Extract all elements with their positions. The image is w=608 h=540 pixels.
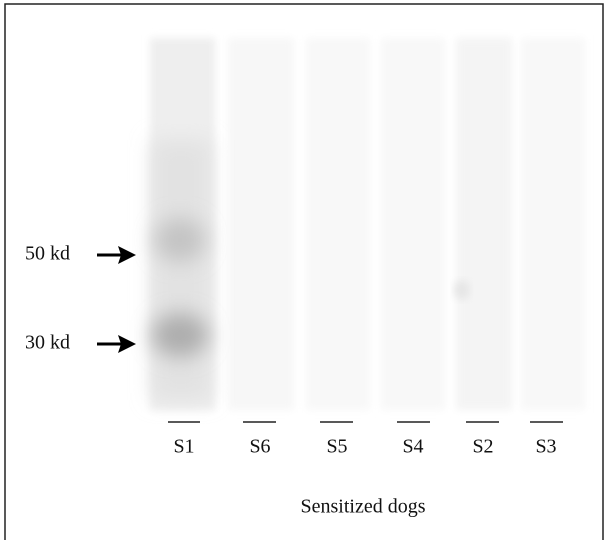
arrow-head	[118, 246, 136, 264]
frame	[4, 3, 604, 540]
lane-label: S6	[249, 436, 270, 458]
lane-background	[521, 38, 585, 410]
lane-background	[228, 38, 294, 410]
lane-label: S4	[402, 436, 423, 458]
marker-30: 30 kd	[25, 332, 136, 354]
lane-label: S3	[535, 436, 556, 458]
lane-background	[381, 38, 445, 410]
lane-label: S1	[173, 436, 194, 458]
lane-smear	[152, 140, 210, 400]
lane-background	[306, 38, 370, 410]
blot-lanes	[150, 38, 585, 410]
band	[152, 313, 208, 357]
lane-label: S2	[472, 436, 493, 458]
lane-background	[456, 38, 512, 410]
band	[155, 218, 205, 262]
marker-50: 50 kd	[25, 243, 136, 265]
marker-label: 30 kd	[25, 332, 70, 354]
marker-label: 50 kd	[25, 243, 70, 265]
arrow-head	[118, 335, 136, 353]
lane-label: S5	[326, 436, 347, 458]
spot	[454, 280, 470, 300]
caption: Sensitized dogs	[301, 496, 426, 518]
lane-labels: S1 S6 S5 S4 S2 S3	[173, 436, 556, 458]
